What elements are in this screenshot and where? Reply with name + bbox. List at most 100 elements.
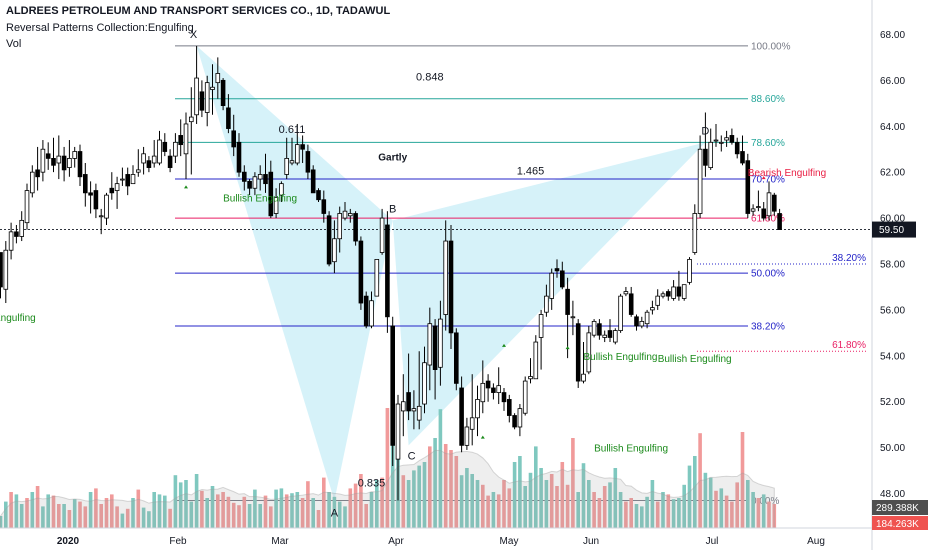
candle-body (370, 301, 374, 326)
candle-body (407, 393, 411, 411)
pattern-point-label: C (408, 450, 416, 462)
candle-body (0, 253, 2, 287)
candle-body (348, 213, 352, 215)
candle-body (534, 342, 538, 379)
candle-body (105, 195, 109, 218)
candle-body (719, 142, 723, 143)
candle-body (767, 193, 771, 216)
candle-body (189, 117, 193, 122)
candle-body (545, 296, 549, 312)
candle-body (497, 386, 501, 393)
candle-body (560, 271, 564, 287)
candle-body (619, 296, 623, 330)
candle-body (20, 220, 24, 236)
candle-body (518, 409, 522, 427)
time-tick-label: Feb (169, 536, 187, 547)
candle-body (772, 195, 776, 211)
candle-body (417, 406, 421, 420)
candle-body (232, 131, 236, 147)
candle-body (285, 158, 289, 174)
candle-body (502, 393, 506, 402)
candle-body (730, 135, 734, 142)
candle-body (539, 315, 543, 338)
price-tick-label: 62.00 (880, 168, 905, 179)
volume-tag: 289.388K (876, 503, 919, 514)
candle-body (25, 191, 29, 223)
candle-body (460, 388, 464, 445)
candle-body (359, 241, 363, 303)
price-tick-label: 52.00 (880, 397, 905, 408)
candle-body (258, 174, 262, 179)
candle-body (327, 216, 331, 264)
candle-body (757, 207, 761, 208)
candle-body (709, 142, 713, 167)
candle-body (391, 326, 395, 445)
candle-body (142, 154, 146, 163)
last-price-tag: 59.50 (879, 225, 904, 236)
candle-body (640, 321, 644, 326)
candle-body (439, 319, 443, 367)
time-tick-label: May (500, 536, 519, 547)
candle-body (529, 376, 533, 378)
candle-body (635, 317, 639, 326)
candle-body (73, 152, 77, 159)
candle-body (248, 181, 252, 188)
pattern-ratio-label: 0.848 (416, 71, 444, 83)
candle-body (486, 381, 490, 388)
candle-body (237, 142, 241, 172)
side-level-label: 38.20% (832, 253, 866, 264)
pattern-ratio-label: 0.611 (279, 124, 306, 136)
candle-body (571, 317, 575, 318)
price-tick-label: 48.00 (880, 489, 905, 500)
candle-body (163, 142, 167, 151)
candle-body (603, 335, 607, 337)
fib-level-label: 88.60% (751, 94, 785, 105)
pattern-point-label: A (331, 507, 339, 519)
candle-body (99, 216, 103, 217)
candle-body (227, 108, 231, 129)
candle-body (762, 209, 766, 218)
price-axis[interactable]: 48.00 50.00 52.00 54.00 56.00 58.00 60.00 62.00… (872, 0, 932, 550)
pattern-ratio-label: 0.835 (358, 478, 386, 490)
candle-body (386, 225, 390, 317)
candle-body (200, 92, 204, 110)
candle-body (380, 218, 384, 252)
candle-body (433, 326, 437, 370)
candle-body (216, 73, 220, 82)
candle-body (624, 292, 628, 294)
time-tick-label: Jun (583, 536, 599, 547)
candle-body (444, 241, 448, 314)
candle-body (62, 156, 66, 170)
candle-body (354, 213, 358, 241)
candle-body (608, 331, 612, 338)
candle-body (78, 152, 82, 177)
candle-body (470, 418, 474, 429)
price-tick-label: 68.00 (880, 30, 905, 41)
candle-body (428, 324, 432, 365)
time-tick-label: Apr (388, 536, 404, 547)
candle-body (242, 172, 246, 181)
candle-body (412, 409, 416, 411)
price-tick-label: 58.00 (880, 260, 905, 271)
candle-body (46, 154, 50, 159)
candle-body (741, 152, 745, 163)
candle-body (264, 174, 268, 183)
candle-body (481, 383, 485, 401)
fib-level-label: 50.00% (751, 269, 785, 280)
candle-body (651, 308, 655, 310)
candle-body (735, 142, 739, 153)
indicator-legend[interactable]: Reversal Patterns Collection:Engulfing (6, 22, 194, 34)
candle-body (195, 78, 199, 115)
candle-body (576, 324, 580, 381)
candle-body (656, 296, 660, 305)
candle-body (301, 145, 305, 150)
candle-body (290, 161, 294, 163)
candle-body (179, 135, 183, 144)
volume-legend[interactable]: Vol (6, 38, 21, 50)
candle-body (454, 333, 458, 384)
candle-body (677, 287, 681, 296)
candle-body (704, 149, 708, 165)
signal-label: Bullish Engulfing (658, 354, 732, 365)
candle-body (221, 80, 225, 105)
